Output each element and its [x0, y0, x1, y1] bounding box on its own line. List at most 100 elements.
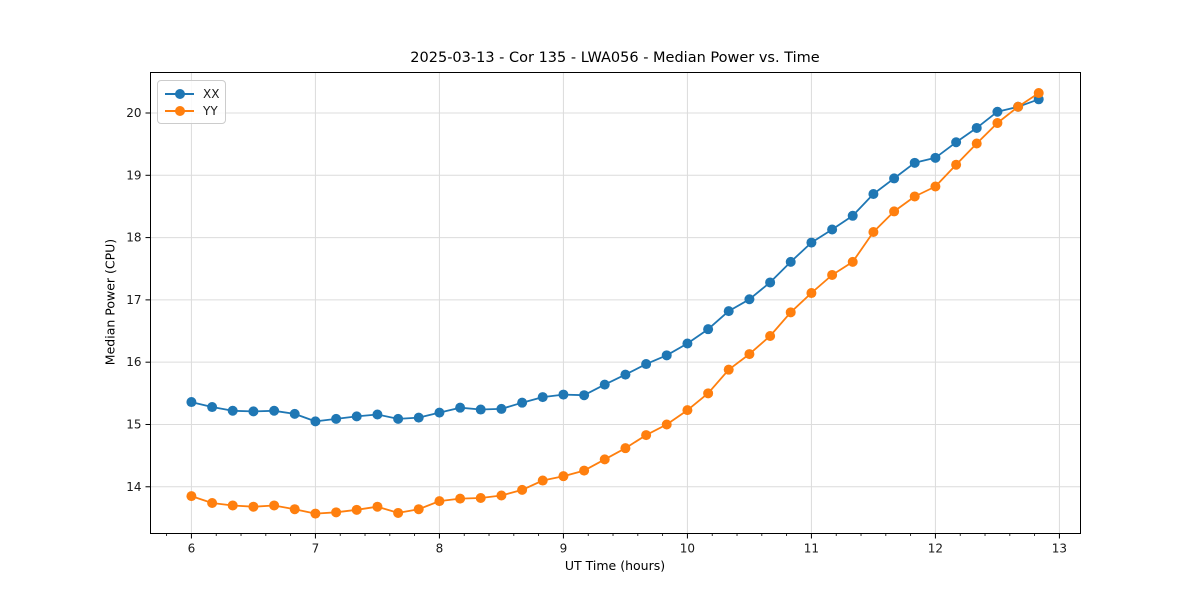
- y-tick-label: 15: [126, 417, 141, 431]
- legend-item-yy: YY: [165, 102, 218, 119]
- series-yy-marker: [599, 454, 610, 465]
- series-xx-marker: [579, 390, 590, 401]
- x-tick-label: 10: [680, 542, 695, 556]
- series-yy-marker: [248, 501, 259, 512]
- series-yy-marker: [269, 500, 280, 511]
- series-xx-marker: [765, 277, 776, 288]
- series-yy-line: [191, 92, 1040, 515]
- series-xx-marker: [393, 413, 404, 424]
- series-yy-marker: [186, 491, 197, 502]
- series-xx-marker: [661, 350, 672, 361]
- legend-label-yy: YY: [203, 103, 218, 118]
- series-xx-marker: [599, 379, 610, 390]
- series-yy-marker: [227, 500, 238, 511]
- series-xx-marker: [682, 338, 693, 349]
- series-yy-marker: [207, 497, 218, 508]
- series-yy-marker: [827, 269, 838, 280]
- series-yy-marker: [971, 138, 982, 149]
- line-marker-icon: [165, 105, 194, 116]
- series-yy-marker: [785, 307, 796, 318]
- series-xx-marker: [868, 188, 879, 199]
- series-yy-marker: [289, 504, 300, 515]
- series-xx-marker: [186, 397, 197, 408]
- series-yy-marker: [930, 181, 941, 192]
- series-yy-marker: [744, 349, 755, 360]
- y-tick-label: 18: [126, 231, 141, 245]
- x-axis-label: UT Time (hours): [564, 558, 666, 573]
- series-xx-marker: [847, 210, 858, 221]
- legend-item-xx: XX: [165, 85, 220, 102]
- series-yy-marker: [517, 484, 528, 495]
- series-xx-marker: [207, 402, 218, 413]
- series-yy-marker: [765, 331, 776, 342]
- series-yy-marker: [558, 471, 569, 482]
- series-xx-marker: [930, 152, 941, 163]
- series-yy-marker: [393, 507, 404, 518]
- series-yy-marker: [806, 288, 817, 299]
- series-xx-marker: [413, 412, 424, 423]
- series-xx-marker: [744, 294, 755, 305]
- series-yy-marker: [847, 256, 858, 267]
- x-tick-label: 7: [312, 542, 320, 556]
- series-yy-marker: [868, 226, 879, 237]
- series-xx-marker: [496, 403, 507, 414]
- series-yy-marker: [723, 364, 734, 375]
- legend: XX YY: [157, 80, 226, 124]
- legend-label-xx: XX: [203, 86, 220, 101]
- y-tick-label: 16: [126, 355, 141, 369]
- series-xx-marker: [889, 173, 900, 184]
- series-yy-marker: [889, 206, 900, 217]
- series-xx-marker: [351, 411, 362, 422]
- x-tick-label: 9: [560, 542, 568, 556]
- series-xx-marker: [537, 392, 548, 403]
- series-xx-marker: [827, 224, 838, 235]
- series-xx-marker: [992, 106, 1003, 117]
- series-xx-marker: [455, 402, 466, 413]
- series-yy-marker: [475, 492, 486, 503]
- series-xx-marker: [703, 324, 714, 335]
- x-tick-label: 11: [804, 542, 819, 556]
- series-xx-marker: [269, 405, 280, 416]
- series-xx-marker: [806, 237, 817, 248]
- series-xx-marker: [434, 407, 445, 418]
- series-yy-marker: [682, 405, 693, 416]
- series-yy-marker: [579, 465, 590, 476]
- plot-border: [150, 72, 1081, 534]
- series-yy-marker: [434, 496, 445, 507]
- y-tick-label: 20: [126, 106, 141, 120]
- series-xx-marker: [620, 369, 631, 380]
- series-xx-marker: [475, 404, 486, 415]
- series-yy-marker: [1033, 88, 1044, 99]
- series-yy-marker: [661, 419, 672, 430]
- series-xx-line: [191, 98, 1040, 423]
- series-xx-marker: [558, 389, 569, 400]
- series-yy-marker: [413, 504, 424, 515]
- series-yy-marker: [351, 504, 362, 515]
- y-axis-label: Median Power (CPU): [102, 238, 118, 366]
- series-yy-marker: [331, 507, 342, 518]
- series-yy-marker: [537, 475, 548, 486]
- series-yy-marker: [703, 388, 714, 399]
- series-yy-marker: [372, 501, 383, 512]
- series-yy-marker: [641, 430, 652, 441]
- chart-title: 2025-03-13 - Cor 135 - LWA056 - Median P…: [410, 50, 820, 66]
- series-yy-marker: [620, 443, 631, 454]
- series-xx-marker: [641, 359, 652, 370]
- series-xx-marker: [909, 157, 920, 168]
- series-yy-marker: [310, 508, 321, 519]
- series-yy-marker: [455, 493, 466, 504]
- x-tick-label: 6: [188, 542, 196, 556]
- series-xx-marker: [517, 397, 528, 408]
- series-xx-marker: [310, 416, 321, 427]
- series-xx-marker: [227, 405, 238, 416]
- series-yy-marker: [951, 159, 962, 170]
- series-xx-marker: [372, 409, 383, 420]
- x-tick-label: 8: [436, 542, 444, 556]
- series-yy-marker: [496, 490, 507, 501]
- series-xx-marker: [971, 122, 982, 133]
- series-xx-marker: [951, 137, 962, 148]
- series-xx-marker: [289, 408, 300, 419]
- x-tick-label: 13: [1052, 542, 1067, 556]
